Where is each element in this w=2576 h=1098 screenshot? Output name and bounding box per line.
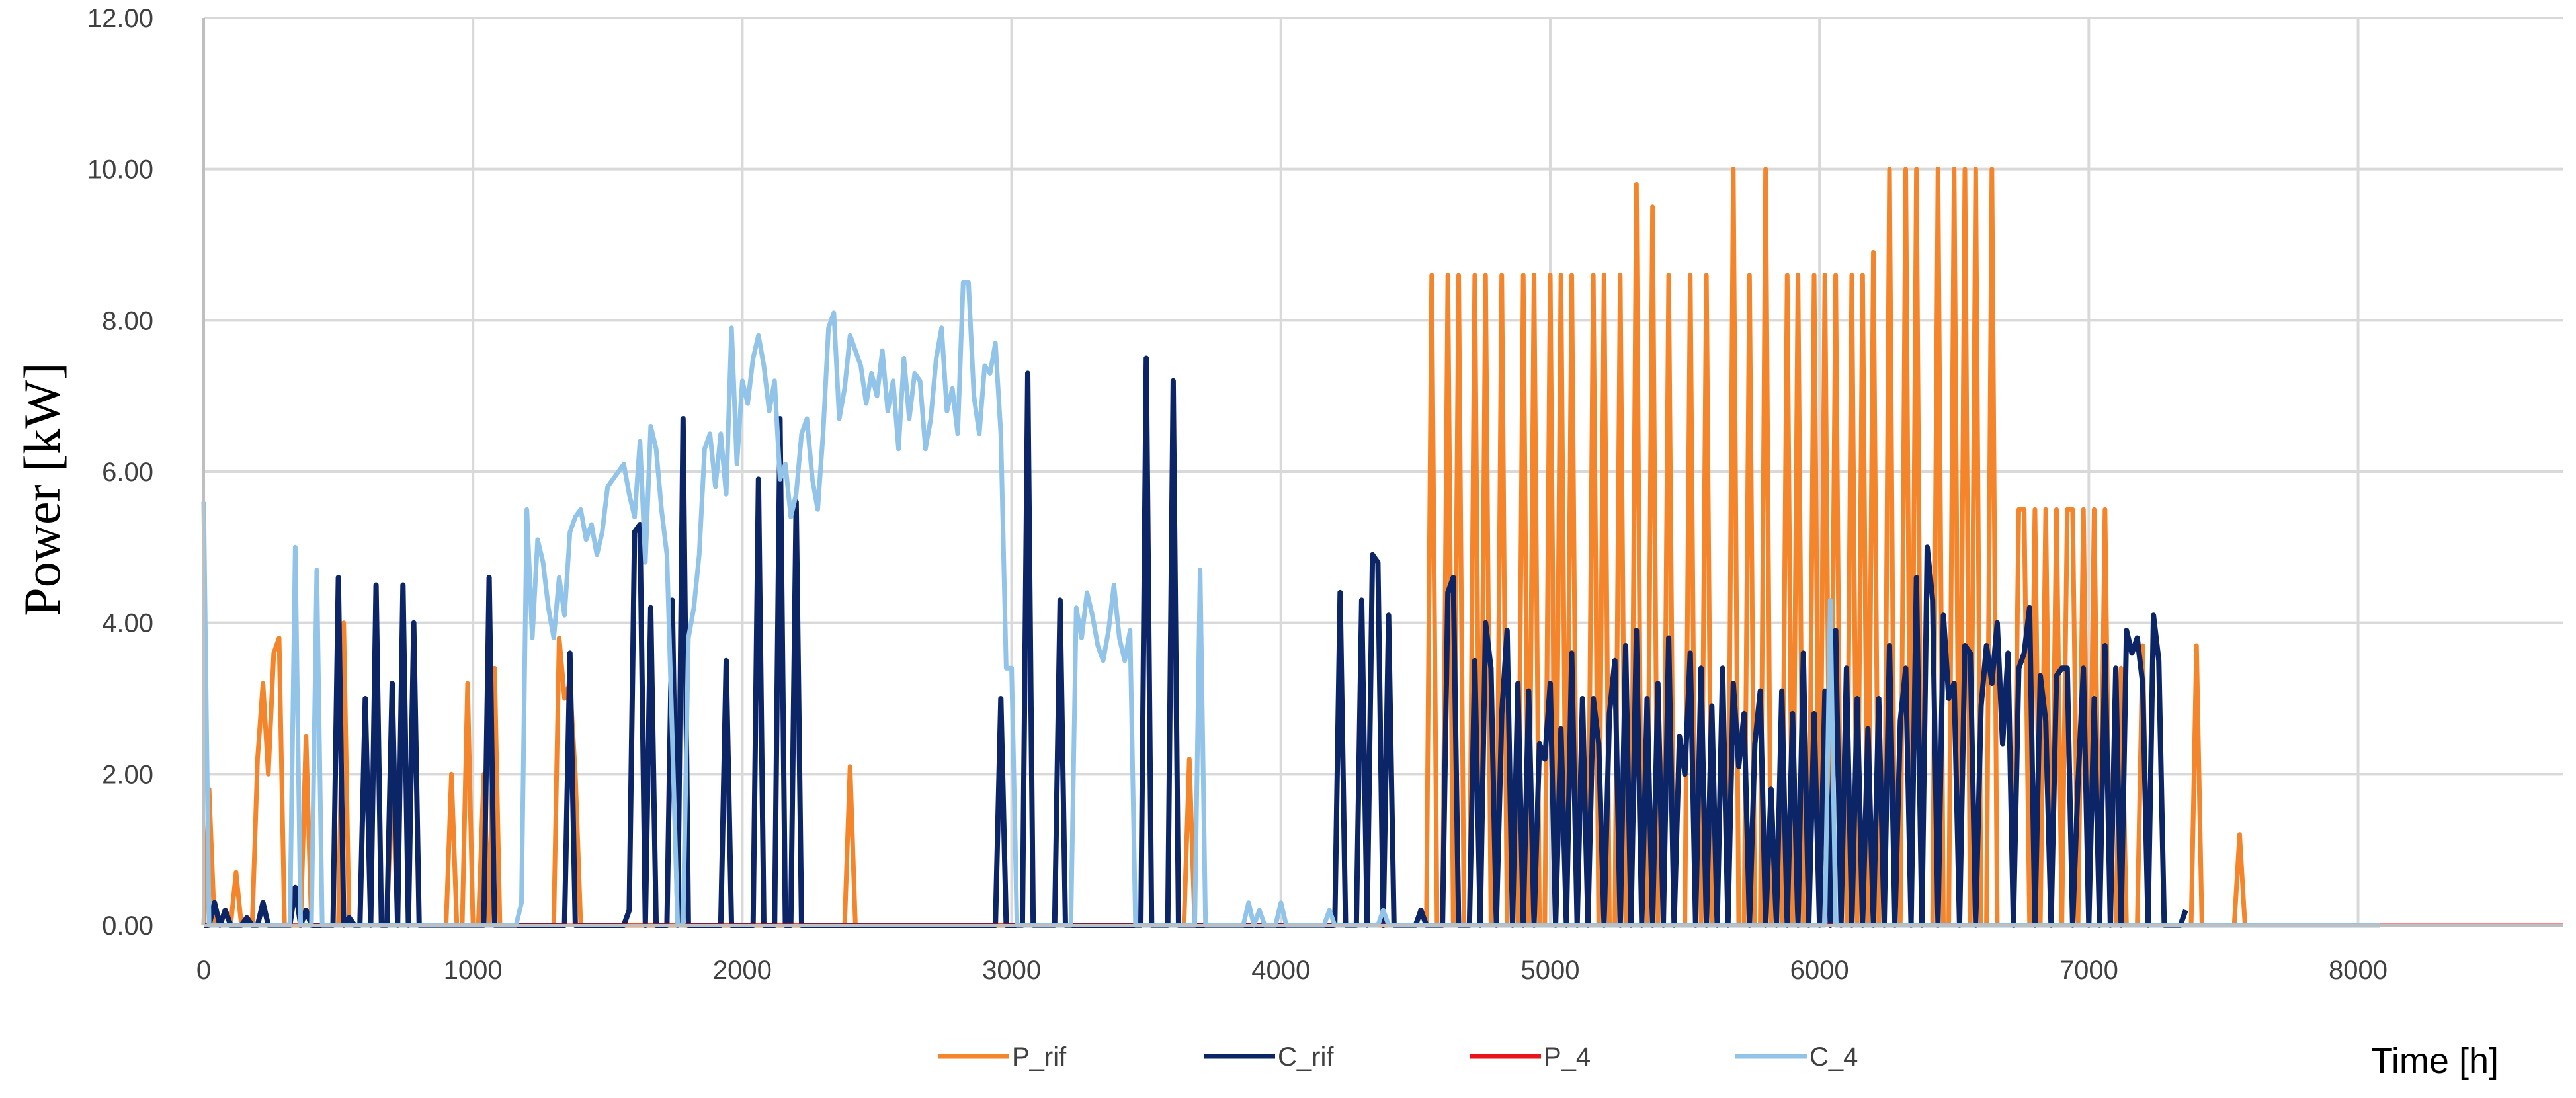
x-tick-label-1: 1000 bbox=[444, 956, 503, 985]
y-tick-label-5: 10.00 bbox=[87, 155, 153, 185]
y-tick-label-2: 4.00 bbox=[102, 609, 153, 638]
legend-label: C_4 bbox=[1809, 1042, 1858, 1072]
legend-item-p-4: P_4 bbox=[1470, 1042, 1591, 1072]
x-tick-label-8: 8000 bbox=[2329, 956, 2388, 985]
axes bbox=[202, 18, 2563, 927]
x-tick-label-3: 3000 bbox=[982, 956, 1041, 985]
x-tick-label-6: 6000 bbox=[1790, 956, 1849, 985]
x-tick-label-2: 2000 bbox=[713, 956, 772, 985]
x-tick-labels: 0 1000 2000 3000 4000 5000 6000 7000 8000 bbox=[196, 956, 2388, 985]
y-tick-label-6: 12.00 bbox=[87, 4, 153, 33]
x-tick-label-4: 4000 bbox=[1251, 956, 1310, 985]
legend-label: C_rif bbox=[1278, 1042, 1334, 1072]
legend-item-c-4: C_4 bbox=[1735, 1042, 1858, 1072]
x-tick-label-7: 7000 bbox=[2059, 956, 2118, 985]
y-tick-label-1: 2.00 bbox=[102, 760, 153, 789]
x-tick-label-5: 5000 bbox=[1520, 956, 1579, 985]
legend: P_rif C_rif P_4 C_4 bbox=[938, 1042, 1858, 1072]
y-tick-label-3: 6.00 bbox=[102, 458, 153, 487]
legend-label: P_rif bbox=[1012, 1042, 1067, 1072]
y-tick-label-0: 0.00 bbox=[102, 911, 153, 941]
x-axis-label: Time [h] bbox=[2371, 1041, 2499, 1081]
y-tick-label-4: 8.00 bbox=[102, 306, 153, 335]
legend-label: P_4 bbox=[1544, 1042, 1591, 1072]
y-axis-label: Power [kW] bbox=[13, 362, 71, 616]
y-tick-labels: 0.00 2.00 4.00 6.00 8.00 10.00 12.00 bbox=[87, 4, 153, 941]
legend-item-c-rif: C_rif bbox=[1204, 1042, 1334, 1072]
x-tick-label-0: 0 bbox=[196, 956, 211, 985]
legend-item-p-rif: P_rif bbox=[938, 1042, 1067, 1072]
